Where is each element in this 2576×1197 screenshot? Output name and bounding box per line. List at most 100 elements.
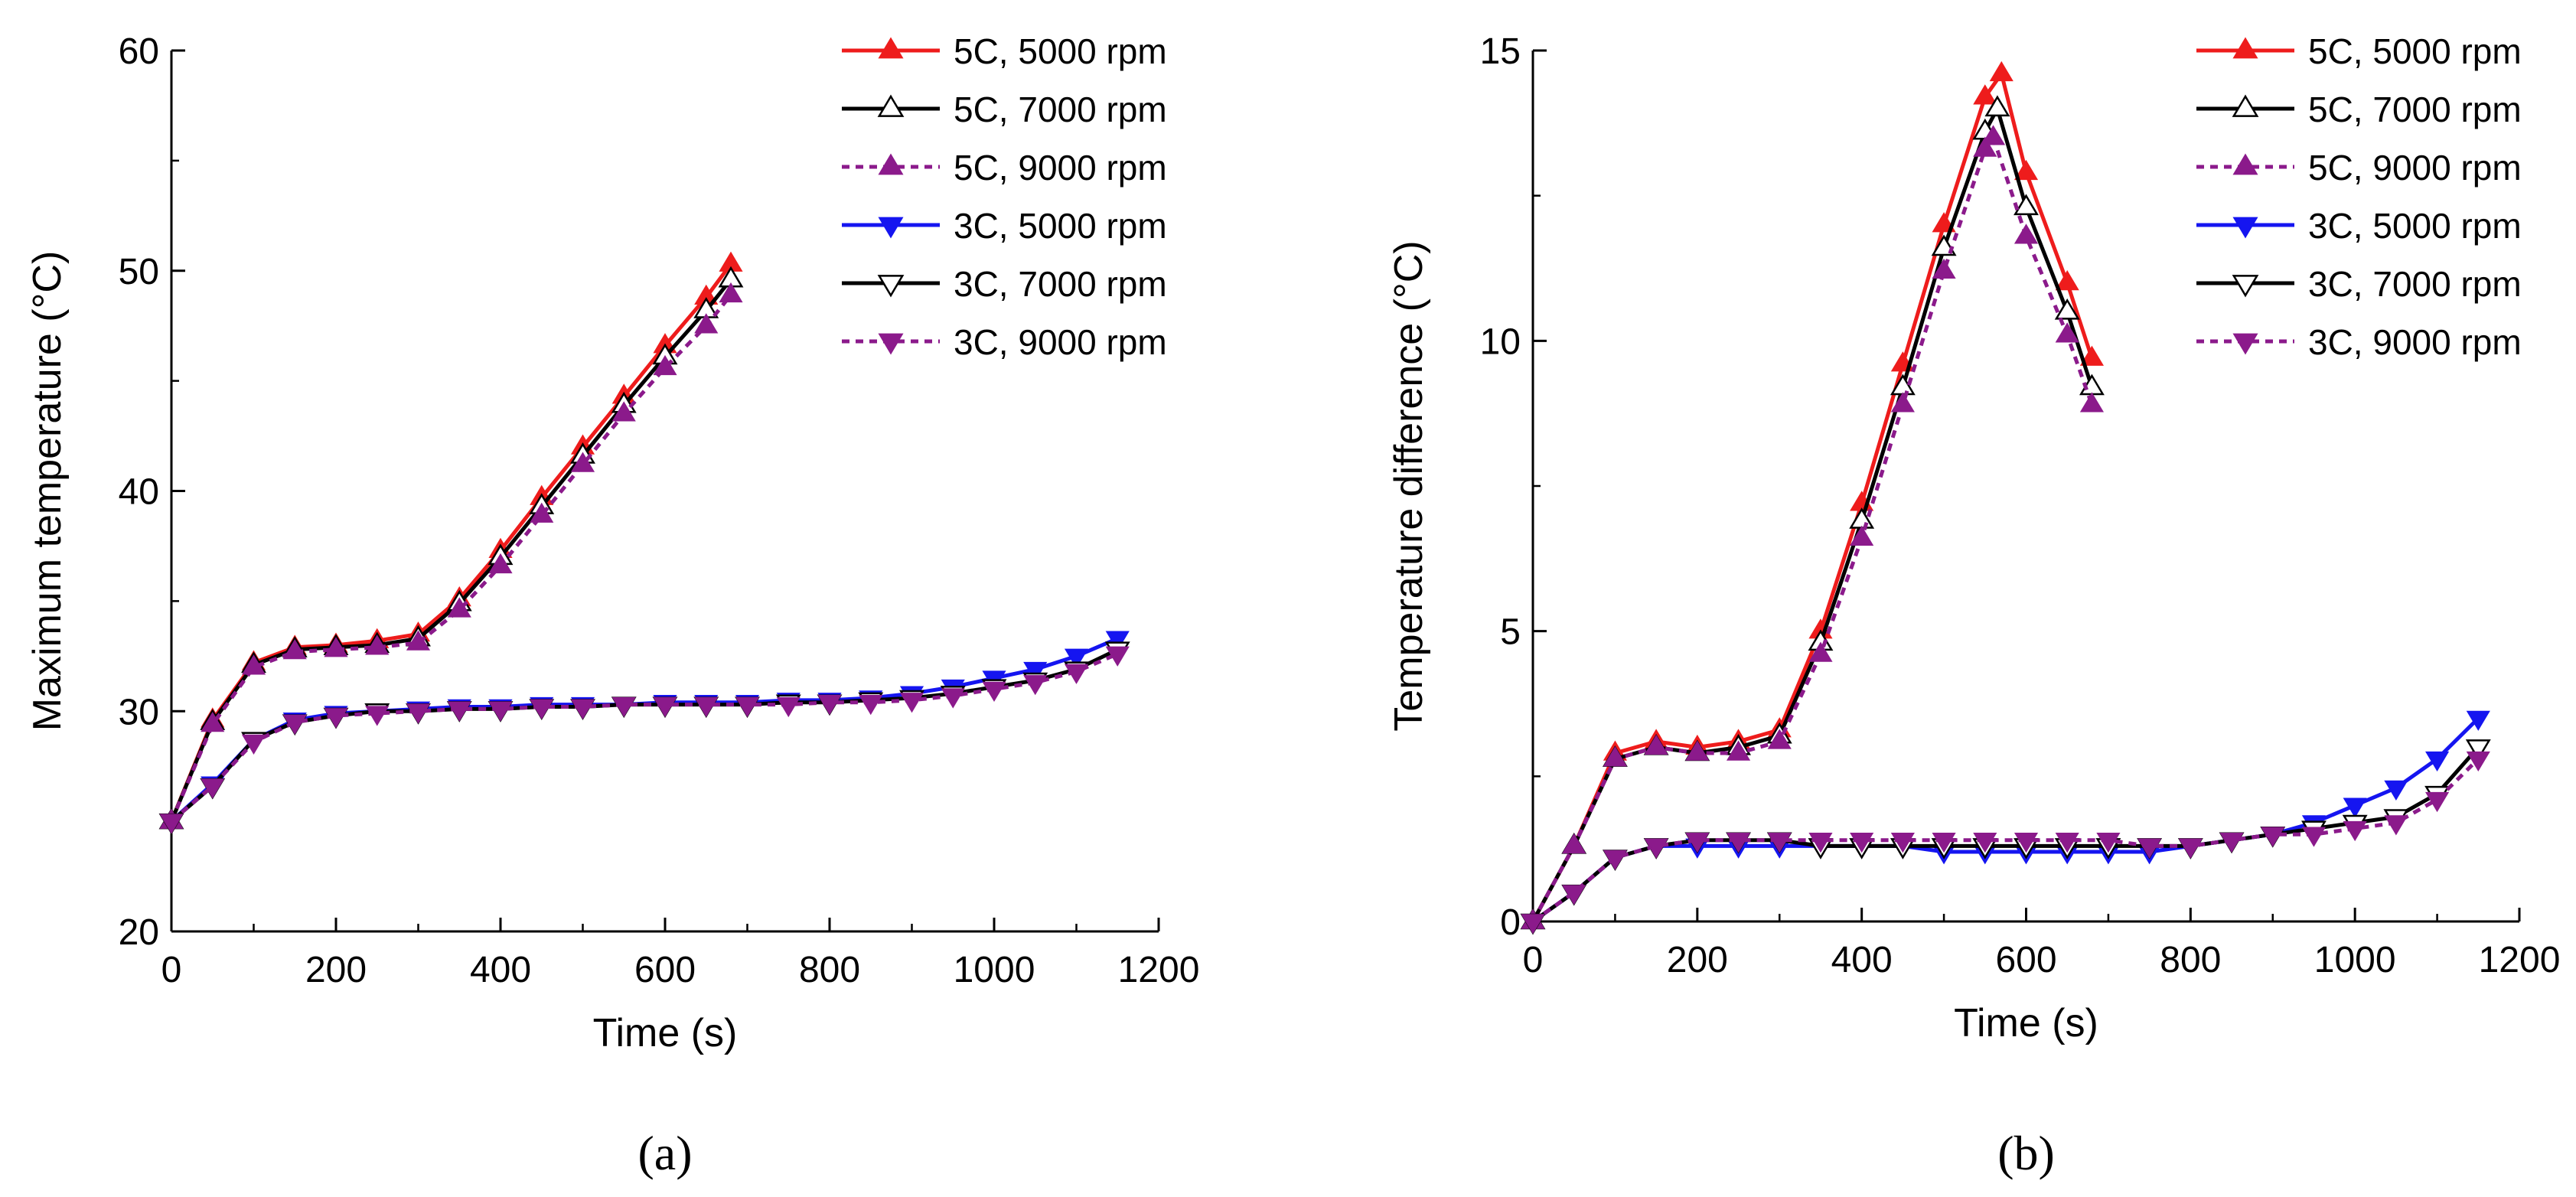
y-axis-label-a: Maximum temperature (°C) <box>25 251 70 732</box>
data-point-b-3-22 <box>2425 751 2450 772</box>
series-line-b-4 <box>1531 745 2480 924</box>
data-point-b-5-15 <box>2137 838 2162 859</box>
data-point-a-5-13 <box>694 696 719 718</box>
data-point-b-5-1 <box>1562 885 1586 905</box>
data-point-a-5-0 <box>159 814 184 834</box>
legend-marker-b-1 <box>2232 94 2259 117</box>
data-point-b-5-9 <box>1890 833 1915 853</box>
data-point-b-2-13 <box>2014 223 2039 244</box>
data-point-b-2-9 <box>1890 392 1915 413</box>
data-point-b-5-17 <box>2219 833 2244 853</box>
legend-label-a-0: 5C, 5000 rpm <box>954 31 1167 71</box>
data-point-b-5-14 <box>2096 833 2121 853</box>
x-tick-label-a-800: 800 <box>799 950 860 990</box>
data-point-b-5-11 <box>1973 833 1997 853</box>
data-point-b-5-4 <box>1685 833 1710 853</box>
data-point-a-5-14 <box>735 696 760 718</box>
series-line-a-4 <box>170 647 1119 824</box>
data-point-b-4-23 <box>2465 739 2491 761</box>
y-tick-label-b-5: 5 <box>1500 612 1521 653</box>
data-point-b-2-12 <box>1981 125 2006 145</box>
legend-label-a-5: 3C, 9000 rpm <box>954 322 1167 362</box>
legend-label-b-1: 5C, 7000 rpm <box>2308 90 2522 129</box>
x-tick-label-b-600: 600 <box>1995 940 2056 980</box>
legend-label-b-5: 3C, 9000 rpm <box>2308 322 2522 362</box>
y-tick-label-b-10: 10 <box>1480 321 1521 362</box>
data-point-a-5-20 <box>982 681 1006 702</box>
data-point-b-2-2 <box>1603 746 1627 767</box>
x-axis-label-b: Time (s) <box>1954 1001 2098 1045</box>
data-point-b-2-7 <box>1808 641 1833 662</box>
y-tick-label-a-50: 50 <box>119 252 159 292</box>
data-point-a-2-9 <box>530 502 554 523</box>
series-line-b-1 <box>1531 106 2094 923</box>
y-tick-label-b-15: 15 <box>1480 31 1521 72</box>
data-point-b-2-10 <box>1932 258 1956 279</box>
legend-marker-a-1 <box>877 94 905 117</box>
legend-label-b-3: 3C, 5000 rpm <box>2308 206 2522 246</box>
data-point-a-5-16 <box>817 694 842 716</box>
data-point-b-5-21 <box>2384 815 2408 836</box>
data-point-a-2-7 <box>447 597 471 618</box>
data-point-a-5-9 <box>530 699 554 719</box>
x-tick-label-b-800: 800 <box>2160 940 2221 980</box>
series-a-5 <box>159 646 1130 834</box>
legend-b: 5C, 5000 rpm 5C, 7000 rpm 5C, 9000 rpm 3C, … <box>2196 31 2522 362</box>
data-point-b-5-8 <box>1850 833 1874 853</box>
data-point-a-3-22 <box>1064 648 1089 669</box>
legend-marker-a-2 <box>878 153 904 175</box>
series-line-b-5 <box>1531 757 2480 924</box>
legend-label-b-2: 5C, 9000 rpm <box>2308 148 2522 188</box>
data-point-a-2-14 <box>719 282 743 303</box>
data-point-b-1-13 <box>2014 194 2039 216</box>
data-point-a-5-23 <box>1105 646 1130 667</box>
data-point-a-2-6 <box>406 630 431 651</box>
series-b-5 <box>1521 751 2490 934</box>
data-point-a-2-12 <box>653 354 677 376</box>
data-point-a-2-13 <box>694 313 719 334</box>
x-tick-label-b-200: 200 <box>1667 940 1728 980</box>
data-point-a-5-11 <box>611 696 636 718</box>
data-point-a-5-19 <box>941 688 965 709</box>
y-tick-label-a-20: 20 <box>119 912 159 953</box>
y-axis-label-b: Temperature difference (°C) <box>1387 240 1431 731</box>
x-tick-label-b-400: 400 <box>1831 940 1893 980</box>
data-point-a-2-10 <box>570 452 595 472</box>
legend-label-a-3: 3C, 5000 rpm <box>954 206 1167 246</box>
data-point-b-5-5 <box>1726 833 1751 853</box>
data-point-a-5-2 <box>241 734 266 755</box>
x-tick-label-a-1200: 1200 <box>1118 950 1200 990</box>
data-point-b-5-13 <box>2055 833 2079 853</box>
legend-marker-b-4 <box>2232 275 2259 298</box>
series-line-b-0 <box>1531 71 2094 923</box>
y-tick-label-a-30: 30 <box>119 692 159 732</box>
data-point-b-2-8 <box>1850 525 1874 546</box>
data-point-a-2-1 <box>201 712 225 732</box>
data-point-b-2-3 <box>1644 734 1668 755</box>
data-point-b-1-12 <box>1984 95 2010 117</box>
x-tick-label-a-0: 0 <box>161 950 182 990</box>
legend-marker-b-2 <box>2232 153 2258 175</box>
data-point-b-5-16 <box>2178 838 2203 859</box>
legend-a: 5C, 5000 rpm 5C, 7000 rpm 5C, 9000 rpm 3C, … <box>842 31 1167 362</box>
x-tick-label-a-200: 200 <box>305 950 367 990</box>
data-point-b-2-1 <box>1562 833 1586 854</box>
data-point-a-2-4 <box>324 637 348 657</box>
data-point-b-3-21 <box>2384 780 2408 801</box>
data-point-a-5-3 <box>282 714 307 735</box>
x-tick-label-b-0: 0 <box>1523 940 1544 980</box>
data-point-b-5-23 <box>2466 751 2490 772</box>
data-point-a-5-7 <box>447 701 471 722</box>
data-point-b-1-14 <box>2054 298 2080 320</box>
data-point-a-5-21 <box>1023 675 1048 696</box>
data-point-b-3-20 <box>2343 797 2367 818</box>
series-b-1 <box>1520 95 2105 930</box>
data-point-a-5-8 <box>488 701 513 722</box>
legend-marker-b-5 <box>2232 333 2258 355</box>
data-point-b-0-14 <box>2055 269 2079 291</box>
series-line-a-2 <box>169 293 732 823</box>
x-tick-label-a-400: 400 <box>470 950 531 990</box>
legend-marker-b-0 <box>2232 37 2258 59</box>
